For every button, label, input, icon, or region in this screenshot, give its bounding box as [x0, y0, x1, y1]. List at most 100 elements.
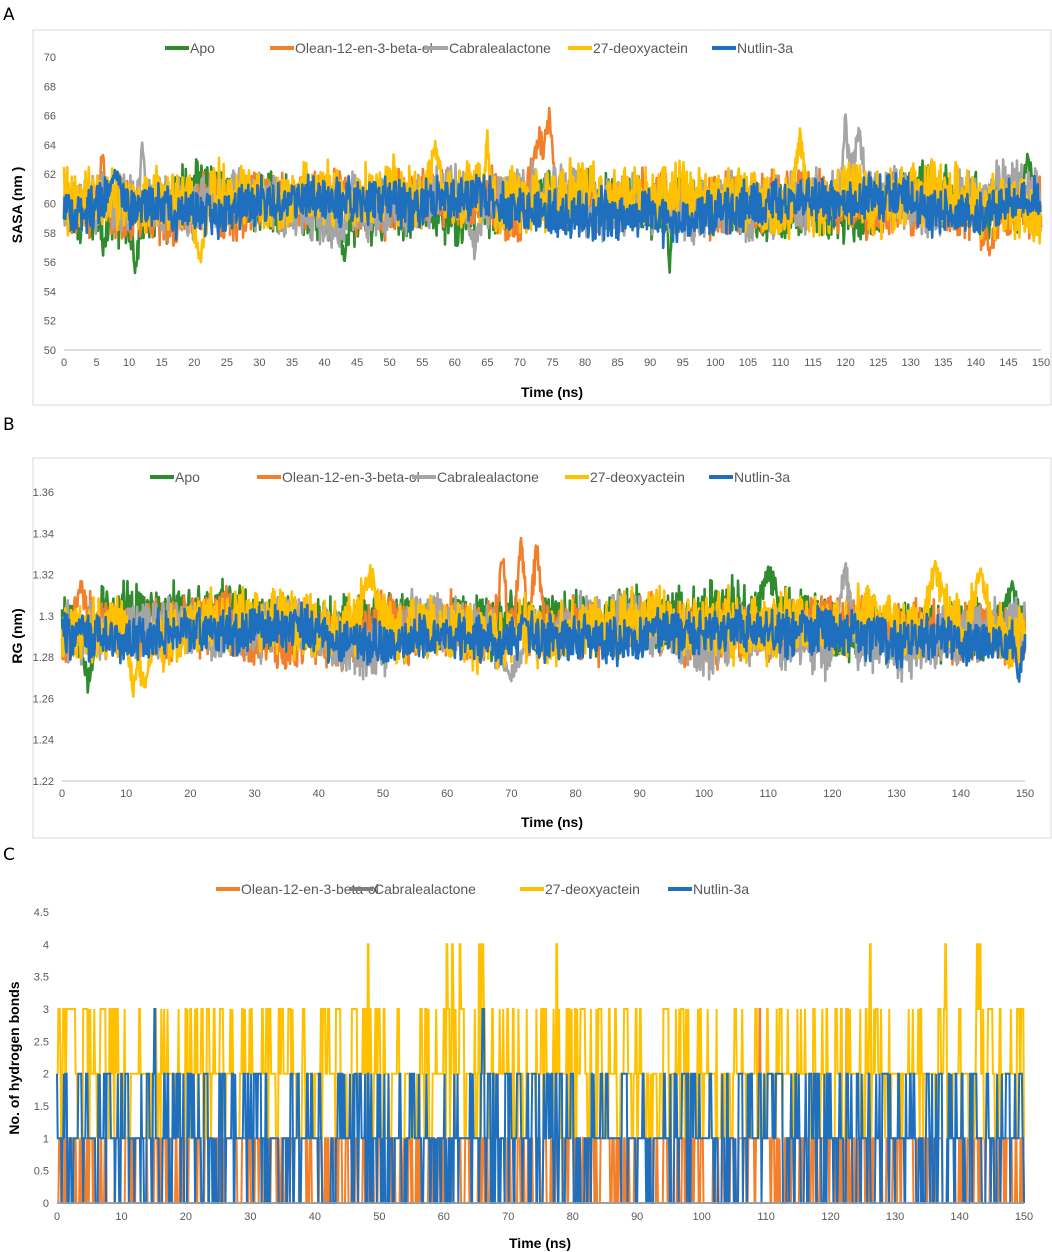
y-tick-label: 3 [43, 1004, 49, 1016]
x-tick-label: 70 [502, 1211, 514, 1223]
legend-label-27-deoxyactein: 27-deoxyactein [593, 40, 688, 56]
panel-a-letter: A [3, 5, 15, 25]
x-tick-label: 20 [184, 788, 196, 800]
panel-b-y-axis-title: RG (nm) [9, 608, 25, 663]
x-tick-label: 20 [180, 1211, 192, 1223]
panel-b-legend: Apo Olean-12-en-3-beta-ol Cabralealactone 2… [150, 469, 790, 485]
y-tick-label: 1.26 [33, 693, 54, 705]
x-tick-label: 145 [999, 357, 1017, 369]
legend-label-nutlin-3a: Nutlin-3a [693, 881, 749, 897]
panel-a: A Apo Olean-12-en-3-beta-ol Cabralealacton… [3, 5, 1052, 406]
legend-label-apo: Apo [175, 469, 200, 485]
y-tick-label: 66 [44, 111, 56, 123]
x-tick-label: 100 [695, 788, 713, 800]
x-tick-label: 140 [950, 1211, 968, 1223]
x-tick-label: 90 [631, 1211, 643, 1223]
x-tick-label: 70 [514, 357, 526, 369]
x-tick-label: 80 [579, 357, 591, 369]
x-tick-label: 30 [244, 1211, 256, 1223]
x-tick-label: 135 [934, 357, 952, 369]
x-tick-label: 110 [759, 788, 777, 800]
legend-label-apo: Apo [190, 40, 215, 56]
y-tick-label: 54 [44, 286, 56, 298]
x-tick-label: 45 [351, 357, 363, 369]
x-tick-label: 120 [823, 788, 841, 800]
x-tick-label: 30 [253, 357, 265, 369]
legend-label-27-deoxyactein: 27-deoxyactein [590, 469, 685, 485]
y-tick-label: 4.5 [34, 907, 49, 919]
x-tick-label: 150 [1032, 357, 1050, 369]
panel-c-y-ticks: 0 0.5 1 1.5 2 2.5 3 3.5 4 4.5 [34, 907, 49, 1210]
x-tick-label: 20 [188, 357, 200, 369]
x-tick-label: 100 [692, 1211, 710, 1223]
y-tick-label: 3.5 [34, 972, 49, 984]
y-tick-label: 0.5 [34, 1166, 49, 1178]
panel-c-plot-area [56, 943, 1025, 1204]
panel-b-x-ticks: 0 10 20 30 40 50 60 70 80 90 100 110 120 130 140 150 [59, 788, 1034, 800]
y-tick-label: 1.3 [39, 611, 54, 623]
y-tick-label: 2 [43, 1069, 49, 1081]
x-tick-label: 60 [438, 1211, 450, 1223]
x-tick-label: 60 [449, 357, 461, 369]
y-tick-label: 62 [44, 169, 56, 181]
y-tick-label: 1.28 [33, 652, 54, 664]
x-tick-label: 50 [384, 357, 396, 369]
panel-c-x-axis-title: Time (ns) [509, 1235, 571, 1251]
x-tick-label: 80 [569, 788, 581, 800]
panel-a-plot-area [62, 106, 1043, 275]
x-tick-label: 10 [123, 357, 135, 369]
panel-b-letter: B [3, 415, 15, 435]
x-tick-label: 35 [286, 357, 298, 369]
x-tick-label: 130 [887, 788, 905, 800]
y-tick-label: 1.5 [34, 1101, 49, 1113]
y-tick-label: 68 [44, 81, 56, 93]
legend-label-cabralealactone: Cabralealactone [449, 40, 551, 56]
panel-b-y-ticks: 1.22 1.24 1.26 1.28 1.3 1.32 1.34 1.36 [33, 487, 54, 788]
x-tick-label: 120 [836, 357, 854, 369]
y-tick-label: 4 [43, 939, 49, 951]
y-tick-label: 1.34 [33, 528, 54, 540]
x-tick-label: 75 [546, 357, 558, 369]
x-tick-label: 65 [481, 357, 493, 369]
legend-label-olean-12-en-3-beta-ol: Olean-12-en-3-beta-ol [295, 40, 433, 56]
x-tick-label: 140 [952, 788, 970, 800]
y-tick-label: 58 [44, 228, 56, 240]
legend-label-cabralealactone: Cabralealactone [374, 881, 476, 897]
x-tick-label: 40 [318, 357, 330, 369]
x-tick-label: 0 [59, 788, 65, 800]
x-tick-label: 40 [309, 1211, 321, 1223]
x-tick-label: 100 [706, 357, 724, 369]
x-tick-label: 50 [373, 1211, 385, 1223]
panel-b: B Apo Olean-12-en-3-beta-ol Cabralealacton… [3, 415, 1052, 839]
x-tick-label: 120 [821, 1211, 839, 1223]
panel-c-y-axis-title: No. of hydrogen bonds [6, 981, 22, 1134]
x-tick-label: 85 [612, 357, 624, 369]
x-tick-label: 0 [54, 1211, 60, 1223]
panel-a-y-ticks: 50 52 54 56 58 60 62 64 66 68 70 [44, 52, 56, 357]
x-tick-label: 90 [644, 357, 656, 369]
x-tick-label: 125 [869, 357, 887, 369]
x-tick-label: 90 [634, 788, 646, 800]
x-tick-label: 110 [757, 1211, 775, 1223]
x-tick-label: 115 [804, 357, 822, 369]
x-tick-label: 130 [886, 1211, 904, 1223]
y-tick-label: 2.5 [34, 1036, 49, 1048]
panel-c-letter: C [3, 845, 15, 865]
legend-label-nutlin-3a: Nutlin-3a [737, 40, 793, 56]
y-tick-label: 56 [44, 257, 56, 269]
x-tick-label: 0 [61, 357, 67, 369]
x-tick-label: 55 [416, 357, 428, 369]
panel-b-plot-area [60, 536, 1027, 698]
x-tick-label: 105 [739, 357, 757, 369]
x-tick-label: 5 [94, 357, 100, 369]
x-tick-label: 10 [120, 788, 132, 800]
y-tick-label: 1.32 [33, 570, 54, 582]
x-tick-label: 50 [377, 788, 389, 800]
y-tick-label: 1 [43, 1133, 49, 1145]
y-tick-label: 64 [44, 140, 56, 152]
panel-a-frame [32, 29, 1052, 406]
legend-label-cabralealactone: Cabralealactone [437, 469, 539, 485]
